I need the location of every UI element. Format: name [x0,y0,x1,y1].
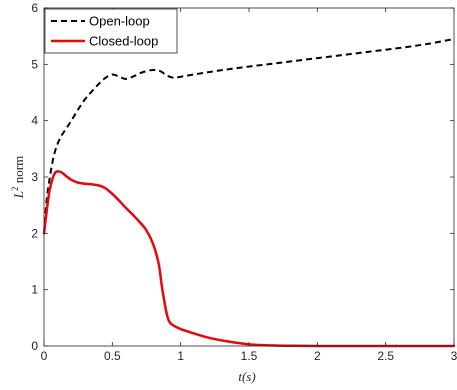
legend: Open-loop Closed-loop [44,8,178,54]
y-tick-label: 6 [31,1,38,15]
series-line-open-loop [43,37,455,234]
legend-label-open-loop: Open-loop [89,14,150,29]
y-axis-label-superscript: 2 [10,186,20,191]
legend-label-closed-loop: Closed-loop [89,34,158,49]
x-tick-label: 1.5 [241,349,258,363]
y-axis-label: L2 norm [10,156,26,199]
legend-box [44,8,178,54]
y-tick-label: 3 [31,170,38,184]
y-tick-label: 2 [31,226,38,240]
x-tick-label: 2 [314,349,321,363]
axes-box [43,7,455,347]
y-tick-label: 5 [31,57,38,71]
x-axis-label: t(s) [238,369,255,384]
x-tick-label: 2.5 [377,349,394,363]
series-line-closed-loop [42,170,456,348]
plot-area [42,37,456,348]
x-tick-label: 1 [177,349,184,363]
y-tick-label: 4 [31,114,38,128]
y-axis-label-base: L [11,191,26,199]
y-tick-label: 0 [31,339,38,353]
y-axis-label-rest: norm [11,156,26,187]
x-tick-label: 0.5 [104,349,121,363]
x-tick-label: 0 [41,349,48,363]
x-tick-label: 3 [451,349,457,363]
y-tick-label: 1 [31,283,38,297]
